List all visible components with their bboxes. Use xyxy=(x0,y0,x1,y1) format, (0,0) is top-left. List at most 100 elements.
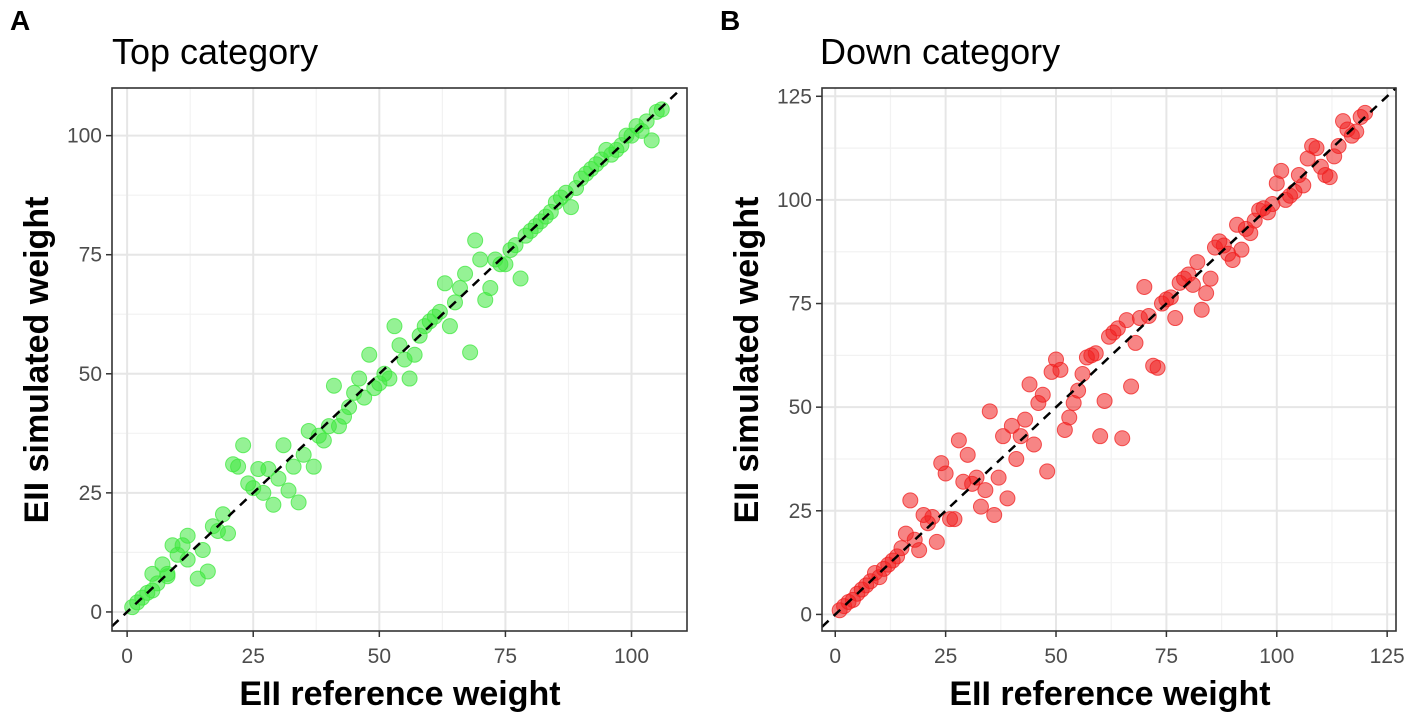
panel-a-y-tick-label: 75 xyxy=(79,244,102,267)
panel-a-plot: 0 25 50 75 100 0 25 50 75 100 xyxy=(67,87,688,668)
panel-a-data-point xyxy=(356,389,373,406)
panel-a-x-axis-title: EII reference weight xyxy=(239,675,560,713)
panel-b-data-point xyxy=(1357,104,1374,121)
panel-b-data-point xyxy=(1017,411,1034,428)
panel-b-data-point xyxy=(1025,436,1042,453)
panel-b-x-tick-label: 0 xyxy=(829,645,841,668)
panel-a-data-point xyxy=(462,344,479,361)
panel-b-data-point xyxy=(928,533,945,550)
panel-b-data-point xyxy=(893,540,910,557)
panel-a-data-point xyxy=(441,318,458,335)
panel-a-data-point xyxy=(361,346,378,363)
panel-a-y-axis-title: EII simulated weight xyxy=(18,197,56,524)
panel-a-data-point xyxy=(159,568,176,585)
panel-b-data-point xyxy=(1136,278,1153,295)
panel-b-data-point xyxy=(1189,254,1206,271)
panel-b-data-point xyxy=(1149,359,1166,376)
panel-b-data-point xyxy=(990,469,1007,486)
panel-b-data-point xyxy=(1233,241,1250,258)
panel-b-data-point xyxy=(977,482,994,499)
panel-b-data-point xyxy=(911,542,928,559)
panel-b-data-point xyxy=(1273,162,1290,179)
panel-b-data-point xyxy=(1052,361,1069,378)
panel-a-data-point xyxy=(351,370,368,387)
panel-b-data-point xyxy=(1021,376,1038,393)
panel-b-reference-line xyxy=(821,87,1397,628)
panel-a-data-point xyxy=(452,280,469,297)
panel-a-x-tick-label: 100 xyxy=(614,645,649,668)
panel-b-border xyxy=(821,87,1397,632)
panel-a-data-point xyxy=(406,346,423,363)
panel-a-data-point xyxy=(230,458,247,475)
panel-a-data-point xyxy=(295,446,312,463)
panel-b-y-tick-label: 25 xyxy=(789,500,812,523)
panel-b-y-tick-label: 75 xyxy=(789,293,812,316)
panel-b-data-point xyxy=(1167,310,1184,327)
panel-b-data-point xyxy=(1330,138,1347,155)
panel-b-y-axis-title: EII simulated weight xyxy=(728,197,766,524)
panel-b-data-point xyxy=(946,511,963,528)
panel-a-reference-line xyxy=(111,87,683,628)
panel-b-data-point xyxy=(1092,428,1109,445)
panel-b-x-axis-title: EII reference weight xyxy=(949,675,1270,713)
panel-a-x-tick-label: 0 xyxy=(121,645,133,668)
panel-a-letter: A xyxy=(10,5,30,36)
panel-a-data-point xyxy=(381,370,398,387)
panel-a: A Top category EII reference weight EII … xyxy=(10,5,688,713)
panel-b-data-point xyxy=(1140,307,1157,324)
panel-a-data-point xyxy=(512,270,529,287)
panel-b-y-tick-label: 100 xyxy=(777,189,812,212)
panel-b-data-point xyxy=(1034,386,1051,403)
panel-a-data-point xyxy=(179,527,196,544)
panel-a-data-point xyxy=(235,437,252,454)
panel-a-data-point xyxy=(467,232,484,249)
panel-b-data-point xyxy=(1008,450,1025,467)
panel-b-x-tick-label: 50 xyxy=(1044,645,1067,668)
panel-b-y-tick-label: 0 xyxy=(800,603,812,626)
panel-a-y-tick-label: 25 xyxy=(79,482,102,505)
panel-b-data-point xyxy=(1070,382,1087,399)
panel-a-data-point xyxy=(497,256,514,273)
panel-b-data-point xyxy=(1096,392,1113,409)
panel-b-data-point xyxy=(1202,270,1219,287)
panel-a-data-point xyxy=(431,303,448,320)
panel-a-data-point xyxy=(341,399,358,416)
panel-a-data-point xyxy=(305,458,322,475)
panel-b-data-point xyxy=(950,432,967,449)
panel-a-data-point xyxy=(199,563,216,580)
panel-b-data-point xyxy=(995,428,1012,445)
panel-a-data-point xyxy=(255,484,272,501)
panel-b-y-tick-label: 50 xyxy=(789,396,812,419)
panel-a-data-point xyxy=(482,280,499,297)
panel-a-data-point xyxy=(315,432,332,449)
panel-b-data-point xyxy=(981,403,998,420)
panel-a-border xyxy=(111,87,688,632)
panel-b-data-point xyxy=(959,446,976,463)
panel-b-data-point xyxy=(999,490,1016,507)
panel-a-data-point xyxy=(386,318,403,335)
panel-a-data-point xyxy=(280,482,297,499)
panel-b-data-point xyxy=(1162,289,1179,306)
panel-a-data-point xyxy=(391,337,408,354)
panel-b-data-point xyxy=(1308,140,1325,157)
panel-b-data-point xyxy=(986,506,1003,523)
panel-a-x-tick-label: 50 xyxy=(368,645,391,668)
panel-b-data-point xyxy=(1198,285,1215,302)
panel-b-data-point xyxy=(1193,301,1210,318)
panel-b-data-point xyxy=(1295,177,1312,194)
panel-b-x-tick-label: 75 xyxy=(1155,645,1178,668)
panel-b-data-point xyxy=(1321,169,1338,186)
panel-b-data-point xyxy=(902,492,919,509)
panel-b-data-point xyxy=(1123,378,1140,395)
panel-a-x-tick-label: 25 xyxy=(242,645,265,668)
panel-b-x-tick-label: 25 xyxy=(934,645,957,668)
panel-b-title: Down category xyxy=(820,31,1060,72)
panel-a-y-tick-label: 50 xyxy=(79,363,102,386)
panel-b-data-point xyxy=(1074,366,1091,383)
panel-a-data-point xyxy=(260,461,277,478)
panel-a-x-tick-label: 75 xyxy=(494,645,517,668)
panel-b-letter: B xyxy=(720,5,740,36)
panel-a-y-tick-label: 0 xyxy=(90,601,102,624)
panel-a-data-point xyxy=(401,370,418,387)
